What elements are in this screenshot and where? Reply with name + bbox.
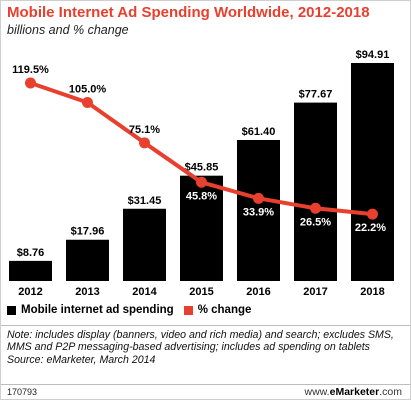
bar-2014 xyxy=(123,208,166,281)
x-tick-2012: 2012 xyxy=(18,286,42,298)
bar-2013 xyxy=(66,239,109,281)
bar-label-2018: $94.91 xyxy=(356,49,390,61)
brand-link[interactable]: www.eMarketer.com xyxy=(305,386,402,398)
chart-id: 170793 xyxy=(7,387,38,397)
pct-label-2017: 26.5% xyxy=(300,216,331,228)
legend-line-swatch xyxy=(183,305,193,315)
note-text: Note: includes display (banners, video a… xyxy=(7,329,394,354)
pct-label-2015: 45.8% xyxy=(186,190,217,202)
x-tick-2014: 2014 xyxy=(132,286,157,298)
x-tick-2016: 2016 xyxy=(246,286,270,298)
pct-label-2013: 105.0% xyxy=(69,84,107,96)
pct-point-2015 xyxy=(196,176,207,188)
legend-line-label: % change xyxy=(197,304,252,316)
source-text: Source: eMarketer, March 2014 xyxy=(7,353,156,366)
bar-2012 xyxy=(9,260,52,281)
x-tick-2017: 2017 xyxy=(303,286,327,298)
brand-name: eMarketer xyxy=(329,386,380,398)
legend: Mobile internet ad spending % change xyxy=(7,304,251,316)
bar-label-2017: $77.67 xyxy=(299,89,333,101)
chart-subtitle: billions and % change xyxy=(7,23,129,37)
x-tick-2018: 2018 xyxy=(360,286,384,298)
bar-2017 xyxy=(294,102,337,281)
x-tick-2015: 2015 xyxy=(189,286,213,298)
pct-label-2018: 22.2% xyxy=(355,222,386,234)
bar-2015 xyxy=(180,175,223,281)
bar-2016 xyxy=(237,139,280,281)
chart-note: Note: includes display (banners, video a… xyxy=(7,329,407,366)
pct-point-2016 xyxy=(253,192,264,204)
legend-bar-label: Mobile internet ad spending xyxy=(21,304,174,316)
pct-point-2017 xyxy=(310,202,321,214)
footer-divider xyxy=(1,384,410,385)
note-divider xyxy=(1,325,410,326)
pct-point-2018 xyxy=(367,208,378,220)
combo-chart: $8.76 2012 $17.96 2013 $31.45 2014 $45.85 2015 $… xyxy=(9,49,394,298)
pct-label-2012: 119.5% xyxy=(12,64,49,76)
legend-bar-swatch xyxy=(7,305,16,315)
bar-label-2014: $31.45 xyxy=(128,195,162,207)
brand-prefix: www. xyxy=(304,386,330,398)
bar-label-2013: $17.96 xyxy=(71,226,105,238)
bar-label-2016: $61.40 xyxy=(242,126,276,138)
chart-title: Mobile Internet Ad Spending Worldwide, 2… xyxy=(7,4,370,21)
brand-suffix: .com xyxy=(379,386,402,398)
pct-point-2013 xyxy=(82,97,93,109)
pct-point-2014 xyxy=(139,137,150,149)
pct-label-2016: 33.9% xyxy=(243,206,274,218)
pct-label-2014: 75.1% xyxy=(129,124,160,136)
bar-2018 xyxy=(351,63,394,281)
x-tick-2013: 2013 xyxy=(75,286,99,298)
pct-point-2012 xyxy=(25,77,36,89)
bar-label-2012: $8.76 xyxy=(17,247,45,259)
bar-label-2015: $45.85 xyxy=(185,162,219,174)
